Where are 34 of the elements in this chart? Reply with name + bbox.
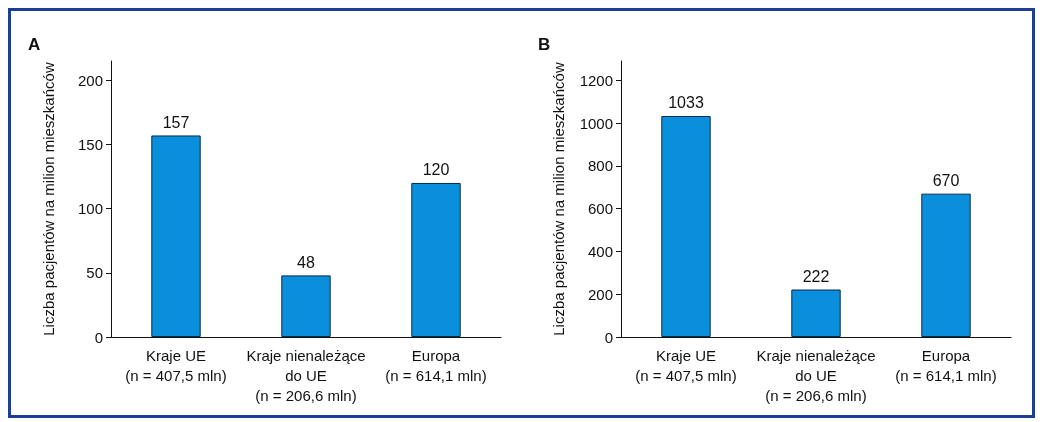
- y-tick-label: 1200: [579, 71, 613, 89]
- y-tick-label: 800: [587, 157, 613, 175]
- bar: [281, 275, 331, 337]
- y-tick-label: 150: [77, 135, 103, 153]
- x-tick-label: Kraje UE (n = 407,5 mln): [125, 346, 227, 384]
- x-tick-label: Europa (n = 614,1 mln): [895, 346, 997, 384]
- data-label: 48: [297, 253, 315, 271]
- y-tick-label: 100: [77, 200, 103, 218]
- data-label: 157: [162, 113, 190, 131]
- x-tick-label: Europa (n = 614,1 mln): [385, 346, 487, 384]
- bar: [151, 135, 201, 337]
- x-tick-label: Kraje nienależące do UE (n = 206,6 mln): [756, 346, 876, 404]
- bar: [791, 289, 841, 337]
- data-label: 1033: [668, 94, 704, 112]
- y-tick-label: 200: [587, 285, 613, 303]
- y-axis-title: Liczba pacjentów na milion mieszkańców: [40, 62, 57, 336]
- data-label: 222: [802, 268, 830, 285]
- x-tick-label: Kraje UE (n = 407,5 mln): [635, 346, 737, 384]
- x-tick-label: Kraje nienależące do UE (n = 206,6 mln): [246, 346, 366, 404]
- y-tick-label: 600: [587, 200, 613, 218]
- y-tick-label: 200: [77, 71, 103, 89]
- bar: [661, 115, 711, 337]
- data-label: 120: [422, 161, 450, 179]
- chart-title: B: [538, 35, 551, 54]
- y-tick-label: 50: [86, 264, 103, 282]
- bar: [411, 182, 461, 337]
- bar: [921, 193, 971, 337]
- data-label: 670: [932, 172, 960, 190]
- chart-title: A: [28, 35, 41, 54]
- y-axis-title: Liczba pacjentów na milion mieszkańców: [550, 62, 567, 336]
- y-tick-label: 1000: [579, 114, 613, 132]
- y-tick-label: 0: [94, 328, 103, 346]
- y-tick-label: 400: [587, 242, 613, 260]
- y-tick-label: 0: [604, 328, 613, 346]
